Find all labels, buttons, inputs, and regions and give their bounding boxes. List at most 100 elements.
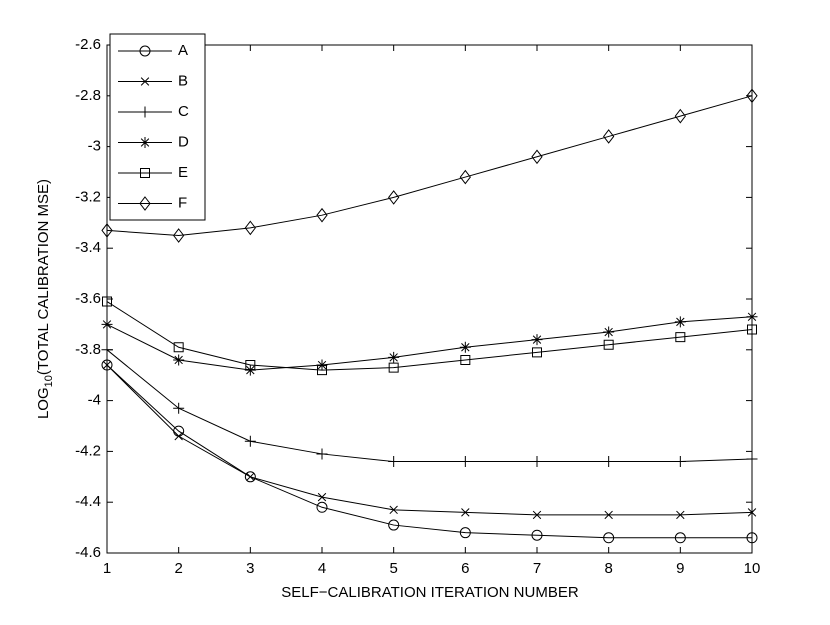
data-marker bbox=[316, 501, 328, 513]
data-marker bbox=[173, 228, 185, 243]
data-marker bbox=[746, 311, 758, 323]
data-marker bbox=[461, 508, 470, 517]
legend-marker bbox=[140, 168, 150, 178]
data-marker bbox=[317, 492, 327, 502]
legend-label: B bbox=[178, 72, 188, 89]
series-line bbox=[106, 349, 753, 463]
data-marker bbox=[459, 169, 471, 185]
series-line bbox=[106, 95, 753, 237]
y-tick-label: -3.2 bbox=[75, 188, 101, 205]
y-tick-label: -2.6 bbox=[75, 36, 101, 53]
data-marker bbox=[101, 318, 113, 330]
data-marker bbox=[388, 519, 400, 531]
data-marker bbox=[173, 354, 185, 366]
legend-label: C bbox=[178, 103, 189, 120]
data-marker bbox=[531, 529, 543, 541]
data-marker bbox=[603, 129, 615, 144]
data-marker bbox=[603, 456, 615, 468]
data-marker bbox=[674, 456, 686, 468]
data-marker bbox=[747, 324, 757, 335]
data-marker bbox=[459, 341, 471, 353]
legend-label: D bbox=[178, 133, 189, 150]
x-tick-label: 10 bbox=[744, 560, 761, 577]
x-tick-label: 5 bbox=[389, 560, 397, 577]
data-marker bbox=[746, 88, 758, 104]
series-line bbox=[106, 364, 752, 539]
data-marker bbox=[173, 425, 185, 437]
legend-label: A bbox=[178, 42, 188, 59]
data-marker bbox=[101, 359, 113, 371]
y-tick-label: -3 bbox=[88, 138, 101, 155]
data-marker bbox=[173, 402, 185, 414]
data-marker bbox=[531, 334, 543, 346]
data-marker bbox=[676, 510, 685, 520]
data-marker bbox=[388, 362, 399, 373]
data-marker bbox=[102, 360, 112, 370]
data-marker bbox=[316, 448, 328, 460]
data-marker bbox=[531, 149, 543, 165]
x-tick-label: 1 bbox=[103, 560, 111, 577]
data-marker bbox=[316, 207, 328, 223]
data-marker bbox=[460, 354, 471, 365]
x-tick-label: 6 bbox=[461, 560, 469, 577]
data-marker bbox=[675, 332, 686, 343]
legend-marker bbox=[139, 106, 151, 118]
y-tick-label: -3.8 bbox=[75, 341, 101, 358]
y-tick-label: -4.6 bbox=[75, 544, 101, 561]
data-marker bbox=[101, 223, 113, 238]
data-marker bbox=[674, 108, 686, 124]
x-tick-label: 3 bbox=[246, 560, 254, 577]
data-marker bbox=[388, 456, 400, 468]
y-label-base: LOG bbox=[35, 387, 52, 419]
data-marker bbox=[389, 505, 398, 515]
data-marker bbox=[746, 532, 758, 544]
data-marker bbox=[674, 316, 686, 328]
data-marker bbox=[244, 435, 256, 447]
y-tick-label: -4.2 bbox=[75, 442, 101, 459]
data-marker bbox=[459, 456, 471, 468]
data-marker bbox=[317, 365, 327, 376]
y-tick-label: -4.4 bbox=[75, 493, 101, 510]
legend-marker bbox=[139, 137, 151, 148]
y-label-sub: 10 bbox=[43, 375, 55, 387]
series-line bbox=[106, 316, 753, 371]
data-marker bbox=[316, 359, 328, 371]
legend-marker bbox=[139, 45, 151, 57]
legend-marker bbox=[140, 77, 150, 86]
data-marker bbox=[746, 453, 758, 465]
y-tick-label: -3.4 bbox=[75, 239, 101, 256]
legend-marker bbox=[139, 196, 151, 211]
y-tick-label: -4 bbox=[88, 392, 101, 409]
series-line bbox=[106, 364, 753, 516]
x-tick-label: 8 bbox=[604, 560, 612, 577]
data-marker bbox=[101, 344, 113, 356]
data-marker bbox=[603, 339, 614, 350]
data-marker bbox=[747, 508, 757, 517]
x-tick-label: 4 bbox=[318, 560, 326, 577]
data-marker bbox=[388, 190, 400, 205]
data-marker bbox=[459, 527, 471, 539]
data-marker bbox=[532, 510, 542, 520]
y-tick-label: -2.8 bbox=[75, 87, 101, 104]
data-marker bbox=[603, 532, 615, 544]
series-line bbox=[106, 301, 753, 371]
data-marker bbox=[174, 431, 183, 441]
data-marker bbox=[102, 296, 112, 307]
data-marker bbox=[244, 220, 256, 236]
data-marker bbox=[531, 456, 543, 468]
data-marker bbox=[674, 532, 686, 544]
data-marker bbox=[388, 351, 400, 363]
data-marker bbox=[532, 347, 542, 358]
legend-label: F bbox=[178, 194, 187, 211]
data-marker bbox=[603, 326, 615, 338]
data-marker bbox=[246, 472, 255, 482]
x-tick-label: 2 bbox=[174, 560, 182, 577]
legend-box bbox=[109, 33, 206, 221]
x-tick-label: 9 bbox=[676, 560, 684, 577]
data-marker bbox=[245, 360, 256, 371]
data-marker bbox=[604, 510, 613, 520]
x-axis-label: SELF−CALIBRATION ITERATION NUMBER bbox=[281, 584, 579, 601]
data-marker bbox=[244, 364, 256, 376]
